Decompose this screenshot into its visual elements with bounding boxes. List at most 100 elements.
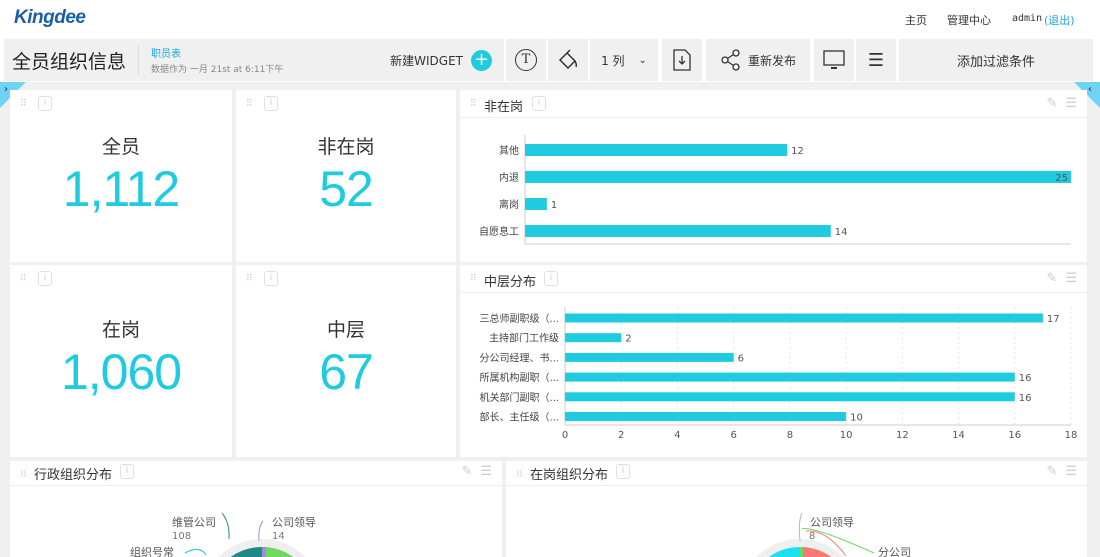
bar[interactable] xyxy=(525,171,1071,183)
chart-title: 行政组织分布 xyxy=(34,468,113,483)
user-name: admin xyxy=(1012,13,1043,24)
label-line xyxy=(258,520,264,542)
x-tick-label: 18 xyxy=(1065,430,1078,441)
category-label: 机关部门副职（... xyxy=(479,391,559,404)
kpi-value: 67 xyxy=(319,344,374,400)
label-line xyxy=(805,530,847,557)
drag-handle-icon[interactable]: ⠿ xyxy=(246,274,253,284)
info-icon[interactable]: i xyxy=(616,464,630,479)
category-label: 自愿息工 xyxy=(479,225,519,238)
chart-actions: ✎ ☰ xyxy=(1046,464,1077,479)
download-button[interactable] xyxy=(662,39,702,81)
data-source-link[interactable]: 职员表 xyxy=(151,49,182,60)
category-label: 三总师副职级（... xyxy=(479,312,559,325)
edit-icon[interactable]: ✎ xyxy=(1046,96,1058,111)
drag-handle-icon[interactable]: ⠿ xyxy=(470,99,477,109)
pie-slice[interactable] xyxy=(800,547,803,557)
drag-handle-icon[interactable]: ⠿ xyxy=(516,470,523,480)
info-icon[interactable]: i xyxy=(38,96,52,111)
x-tick-label: 14 xyxy=(952,430,965,441)
info-icon[interactable]: i xyxy=(544,271,558,286)
x-tick-label: 2 xyxy=(618,430,624,441)
chevron-right-icon[interactable]: › xyxy=(4,84,8,95)
dashboard-toolbar: 全员组织信息 职员表 数据作为 一月 21st at 6:11下午 新建WIDG… xyxy=(0,38,1100,82)
info-icon[interactable]: i xyxy=(264,96,278,111)
pie-chart-on-duty-org: 公司领导 8 分公司 xyxy=(756,512,911,557)
top-header: Kingdee 主页 管理中心 admin (退出) xyxy=(0,0,1100,38)
republish-label: 重新发布 xyxy=(747,53,796,68)
data-label: 6 xyxy=(738,353,744,364)
nav-admin-center[interactable]: 管理中心 xyxy=(947,14,991,27)
bar[interactable] xyxy=(565,352,734,362)
chart-card-middle-level: ⠿ 中层分布 i ✎ ☰ 三总师副职级（... 17 主持部门工作级 2 分公司经理、书.… xyxy=(460,265,1087,457)
kpi-label: 全员 xyxy=(101,136,140,158)
bar[interactable] xyxy=(525,225,831,237)
pie-slice[interactable] xyxy=(262,547,266,557)
menu-icon[interactable]: ☰ xyxy=(1065,464,1077,479)
drag-handle-icon[interactable]: ⠿ xyxy=(470,274,477,284)
bar[interactable] xyxy=(565,313,1043,323)
drag-handle-icon[interactable]: ⠿ xyxy=(20,470,27,480)
x-tick-label: 0 xyxy=(562,430,568,441)
info-icon[interactable]: i xyxy=(120,464,134,479)
chart-title: 中层分布 xyxy=(484,275,537,290)
new-widget-button[interactable]: 新建WIDGET + xyxy=(390,49,492,71)
columns-value: 1 列 xyxy=(601,53,625,68)
kpi-value: 1,060 xyxy=(60,344,182,400)
pie-label: 公司领导 xyxy=(272,516,316,529)
chart-header: ⠿ 中层分布 i ✎ ☰ xyxy=(460,265,1087,293)
paint-bucket-icon xyxy=(558,49,578,70)
add-filter-button[interactable]: 添加过滤条件 xyxy=(899,39,1093,81)
drag-handle-icon[interactable]: ⠿ xyxy=(246,99,253,109)
nav-home[interactable]: 主页 xyxy=(905,14,927,27)
theme-button[interactable] xyxy=(548,39,588,81)
info-icon[interactable]: i xyxy=(264,271,278,286)
data-label: 1 xyxy=(551,200,557,211)
drag-handle-icon[interactable]: ⠿ xyxy=(20,99,27,109)
menu-icon[interactable]: ☰ xyxy=(480,464,492,479)
pie-slice[interactable] xyxy=(768,547,800,557)
label-line xyxy=(801,528,875,554)
add-text-button[interactable]: T xyxy=(506,39,546,81)
info-icon[interactable]: i xyxy=(532,96,546,111)
category-label: 主持部门工作级 xyxy=(489,332,559,345)
pie-slice[interactable] xyxy=(230,547,262,557)
kpi-label: 在岗 xyxy=(101,319,140,341)
logout-link[interactable]: (退出) xyxy=(1044,14,1075,27)
bar[interactable] xyxy=(565,392,1015,402)
pie-slice[interactable] xyxy=(266,547,294,557)
x-tick-label: 10 xyxy=(840,430,853,441)
display-button[interactable] xyxy=(814,39,854,81)
bar[interactable] xyxy=(525,198,547,210)
republish-button[interactable]: 重新发布 xyxy=(706,39,810,81)
bar[interactable] xyxy=(525,144,788,156)
menu-button[interactable]: ☰ xyxy=(856,39,896,81)
bar[interactable] xyxy=(565,333,622,343)
bar-chart-middle-level: 三总师副职级（... 17 主持部门工作级 2 分公司经理、书... 6 所属机构副职（..… xyxy=(479,307,1078,441)
edit-icon[interactable]: ✎ xyxy=(461,464,473,479)
edit-icon[interactable]: ✎ xyxy=(1046,271,1058,286)
update-time: 数据作为 一月 21st at 6:11下午 xyxy=(151,65,284,75)
data-label: 17 xyxy=(1047,314,1060,325)
drag-handle-icon[interactable]: ⠿ xyxy=(20,274,27,284)
bar[interactable] xyxy=(565,412,847,421)
kpi-card-off-duty: ⠿ i 非在岗 52 xyxy=(236,90,456,262)
edit-icon[interactable]: ✎ xyxy=(1046,464,1058,479)
data-label: 10 xyxy=(850,413,863,424)
pie-slice[interactable] xyxy=(803,547,832,557)
bar[interactable] xyxy=(565,372,1015,382)
x-tick-label: 4 xyxy=(674,430,680,441)
pie-value: 14 xyxy=(272,531,285,542)
source-info: 职员表 数据作为 一月 21st at 6:11下午 xyxy=(151,45,283,75)
data-label: 14 xyxy=(835,227,848,238)
menu-icon[interactable]: ☰ xyxy=(1065,96,1077,111)
columns-dropdown[interactable]: 1 列 ⌄ xyxy=(590,39,658,81)
info-icon[interactable]: i xyxy=(38,271,52,286)
kingdee-logo[interactable]: Kingdee xyxy=(14,7,86,28)
chevron-left-icon[interactable]: ‹ xyxy=(1088,84,1092,95)
data-label: 12 xyxy=(791,146,804,157)
menu-icon[interactable]: ☰ xyxy=(1065,271,1077,286)
label-line xyxy=(184,549,207,556)
pie-value: 108 xyxy=(172,531,191,542)
kpi-label: 非在岗 xyxy=(317,136,375,158)
